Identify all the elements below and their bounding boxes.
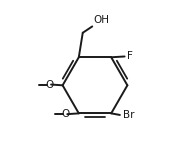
Text: OH: OH (93, 15, 109, 25)
Text: Br: Br (123, 110, 135, 120)
Text: O: O (45, 79, 53, 90)
Text: F: F (127, 52, 133, 61)
Text: O: O (61, 109, 70, 119)
